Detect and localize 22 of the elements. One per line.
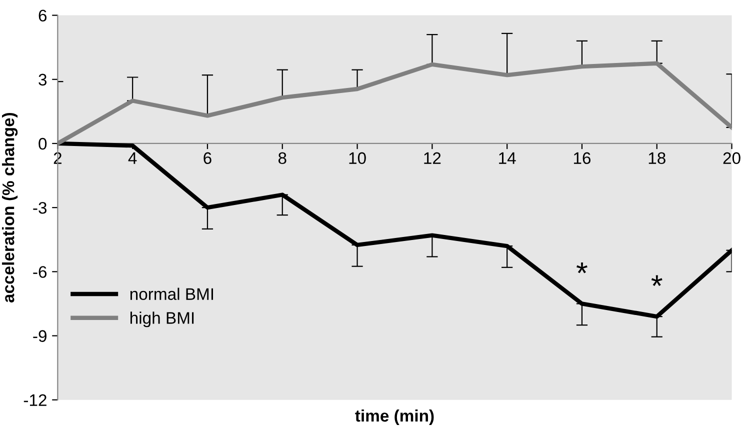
x-tick-label: 8 bbox=[278, 152, 286, 164]
y-tick-label: -3 bbox=[33, 202, 47, 214]
x-tick-label: 6 bbox=[204, 152, 212, 164]
y-tick-label: -6 bbox=[33, 266, 47, 278]
x-tick-label: 16 bbox=[574, 152, 591, 164]
annotation: * bbox=[576, 262, 588, 274]
y-axis-title: acceleration (% change) bbox=[2, 112, 18, 302]
y-tick-label: -9 bbox=[33, 330, 46, 342]
x-tick-label: 4 bbox=[128, 152, 137, 164]
x-tick-label: 10 bbox=[349, 152, 366, 164]
x-tick-label: 12 bbox=[424, 152, 441, 164]
y-tick-label: -12 bbox=[24, 394, 46, 406]
y-tick-label: 3 bbox=[38, 74, 47, 86]
x-tick-label: 20 bbox=[723, 152, 740, 164]
y-tick-label: 6 bbox=[38, 10, 47, 22]
annotation: * bbox=[651, 275, 662, 286]
y-tick-label: 0 bbox=[38, 138, 47, 150]
legend-label: normal BMI bbox=[130, 288, 214, 300]
x-tick-label: 14 bbox=[499, 152, 516, 164]
x-tick-label: 18 bbox=[648, 152, 666, 164]
x-axis-title: time (min) bbox=[355, 409, 434, 426]
legend-label: high BMI bbox=[130, 312, 194, 328]
